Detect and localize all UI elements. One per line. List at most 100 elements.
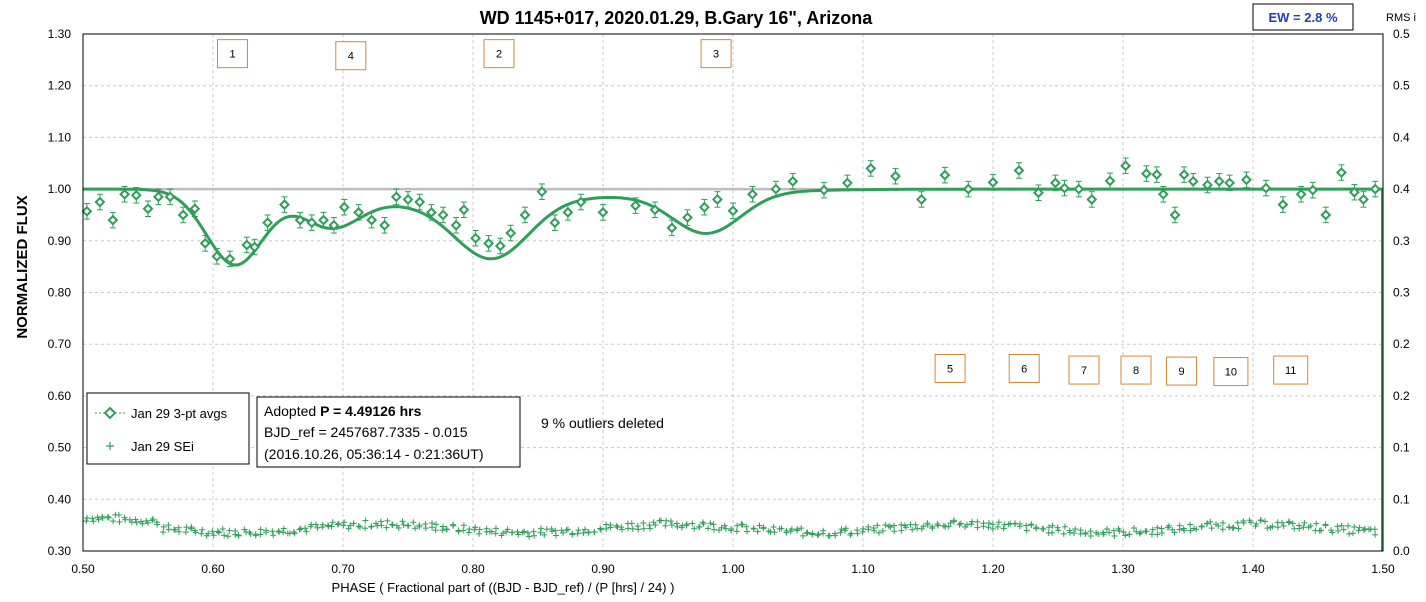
- sei-point: [410, 519, 417, 526]
- sei-point: [847, 531, 854, 538]
- sei-point: [1329, 529, 1336, 536]
- y-tick-label: 0.70: [48, 337, 72, 351]
- sei-point: [149, 516, 156, 523]
- data-point: [414, 196, 426, 208]
- data-point: [1224, 177, 1236, 189]
- sei-point: [613, 522, 620, 529]
- dip-label-text: 7: [1081, 365, 1087, 377]
- sei-point: [541, 531, 548, 538]
- sei-point: [989, 521, 996, 528]
- data-point: [536, 186, 548, 198]
- sei-point: [581, 526, 588, 533]
- sei-point: [667, 518, 674, 525]
- sei-point: [324, 522, 331, 529]
- sei-point: [898, 527, 905, 534]
- sei-point: [683, 521, 690, 528]
- sei-point: [1077, 527, 1084, 534]
- sei-point: [1285, 519, 1292, 526]
- sei-point: [1149, 526, 1156, 533]
- sei-point: [1187, 521, 1194, 528]
- sei-point: [934, 520, 941, 527]
- sei-point: [329, 519, 336, 526]
- data-point: [1307, 184, 1319, 196]
- info-line-1: Adopted P = 4.49126 hrs: [264, 403, 422, 419]
- y-tick-label: 0.50: [48, 441, 72, 455]
- sei-point: [270, 532, 277, 539]
- x-tick-label: 1.20: [981, 562, 1005, 576]
- sei-point: [710, 526, 717, 533]
- y2-tick-labels: 0.0 0.1 0.1 0.2 0.2 0.3 0.3 0.4 0.4 0.5 0.5: [1393, 27, 1410, 558]
- sei-point: [891, 522, 898, 529]
- sei-point: [929, 525, 936, 532]
- sei-point: [1040, 525, 1047, 532]
- sei-point: [433, 521, 440, 528]
- sei-point: [1055, 527, 1062, 534]
- data-point: [1157, 188, 1169, 200]
- sei-point: [1267, 524, 1274, 531]
- data-point: [1086, 194, 1098, 205]
- data-point: [177, 209, 189, 221]
- sei-point: [814, 532, 821, 539]
- sei-point: [471, 526, 478, 533]
- sei-point: [519, 529, 526, 536]
- sei-point: [1028, 522, 1035, 529]
- sei-point: [215, 529, 222, 536]
- data-point: [770, 183, 782, 195]
- data-point: [338, 201, 350, 213]
- data-point: [1320, 209, 1332, 221]
- sei-point: [319, 521, 326, 528]
- sei-point: [143, 517, 150, 524]
- dip-label-box: [335, 41, 367, 71]
- sei-point: [182, 529, 189, 536]
- sei-point: [389, 522, 396, 529]
- sei-point: [985, 524, 992, 531]
- legend: Jan 29 3-pt avgs Jan 29 SEi: [86, 392, 250, 465]
- sei-point: [1213, 521, 1220, 528]
- data-point: [1033, 187, 1044, 199]
- sei-point: [901, 522, 908, 529]
- sei-point: [126, 516, 133, 523]
- data-point: [1049, 177, 1061, 189]
- x-tick-label: 1.10: [851, 562, 875, 576]
- data-point: [727, 205, 739, 217]
- sei-point: [793, 527, 800, 534]
- sei-point: [674, 523, 681, 530]
- sei-point: [383, 524, 390, 531]
- sei-point: [483, 525, 490, 532]
- data-point: [318, 214, 329, 226]
- data-point: [916, 194, 927, 205]
- y2-tick-label: 0.4: [1393, 182, 1410, 196]
- sei-point: [945, 523, 952, 530]
- data-point: [666, 222, 678, 234]
- sei-point: [716, 527, 723, 534]
- sei-point: [226, 527, 233, 534]
- sei-point: [1176, 526, 1183, 533]
- data-point: [1178, 169, 1190, 181]
- data-point: [1013, 165, 1025, 176]
- sei-point: [995, 519, 1002, 526]
- grid-lines: [83, 34, 1383, 551]
- sei-point: [503, 528, 510, 535]
- sei-point: [486, 528, 493, 535]
- sei-point: [733, 528, 740, 535]
- sei-point: [947, 520, 954, 527]
- sei-point: [1033, 525, 1040, 532]
- sei-point: [1300, 524, 1307, 531]
- sei-point: [875, 529, 882, 536]
- sei-point: [760, 524, 767, 531]
- sei-point: [1307, 522, 1314, 529]
- sei-point: [328, 523, 335, 530]
- sei-point: [1187, 527, 1194, 534]
- sei-point: [882, 521, 889, 528]
- data-point: [130, 189, 142, 201]
- sei-point: [1142, 528, 1149, 535]
- sei-point: [1148, 531, 1155, 538]
- dip-label-text: 9: [1178, 366, 1184, 378]
- sei-point: [646, 522, 653, 529]
- y2-tick-label: 0.3: [1393, 234, 1410, 248]
- sei-point: [84, 514, 91, 521]
- sei-point: [492, 525, 499, 532]
- sei-point: [395, 525, 402, 532]
- sei-point: [335, 520, 342, 527]
